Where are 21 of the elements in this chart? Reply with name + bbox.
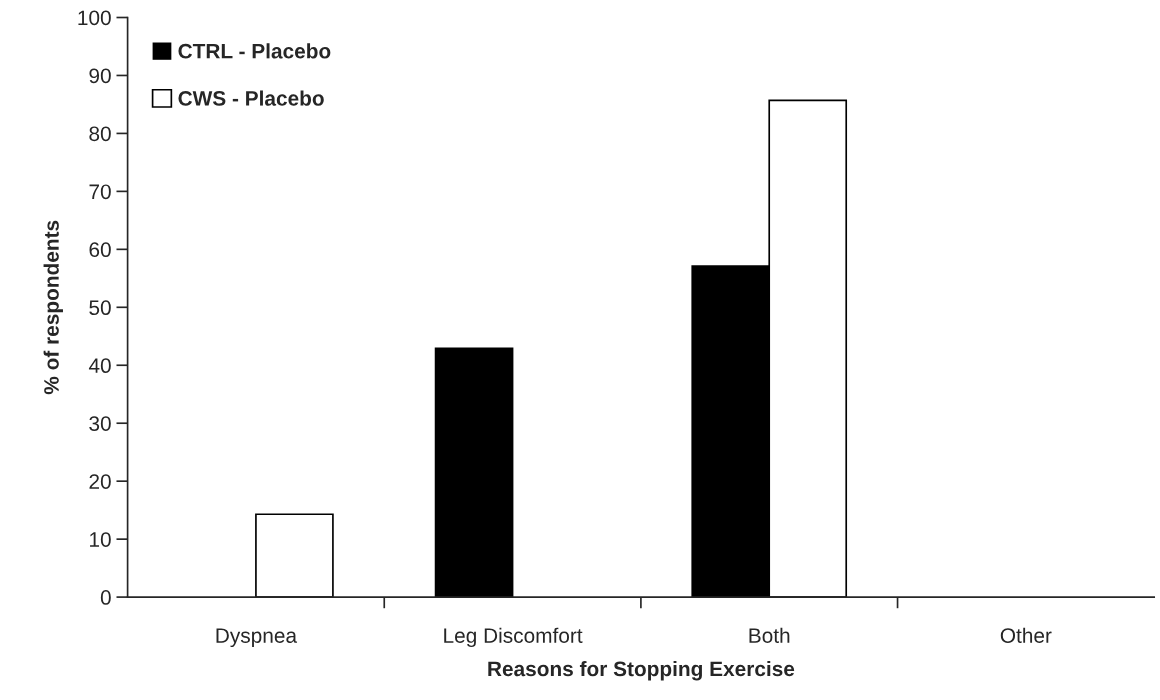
legend-label: CWS - Placebo [178, 90, 324, 106]
y-tick-label: 60 [89, 242, 111, 258]
x-tick-label: Dyspnea [216, 628, 298, 648]
y-tick-label: 10 [90, 532, 111, 547]
y-tick-label: 90 [89, 68, 111, 84]
y-tick-label: 70 [89, 184, 111, 200]
y-tick-label: 50 [89, 300, 111, 316]
y-tick-label: 0 [100, 590, 111, 605]
bar [255, 513, 334, 598]
legend-label: CTRL - Placebo [178, 43, 331, 59]
x-tick-label: Leg Discomfort [444, 627, 583, 648]
x-tick-label: Other [1000, 627, 1052, 643]
y-tick-label: 80 [89, 126, 111, 142]
x-tick-label: Both [749, 627, 790, 643]
y-tick-label: 100 [78, 10, 111, 26]
x-axis-title: Reasons for Stopping Exercise [488, 660, 795, 681]
bar [434, 347, 514, 598]
y-axis-title: % of respondents [43, 220, 63, 395]
y-tick-label: 30 [89, 416, 111, 431]
y-tick-label: 20 [89, 474, 111, 489]
y-tick-label: 40 [88, 358, 111, 374]
